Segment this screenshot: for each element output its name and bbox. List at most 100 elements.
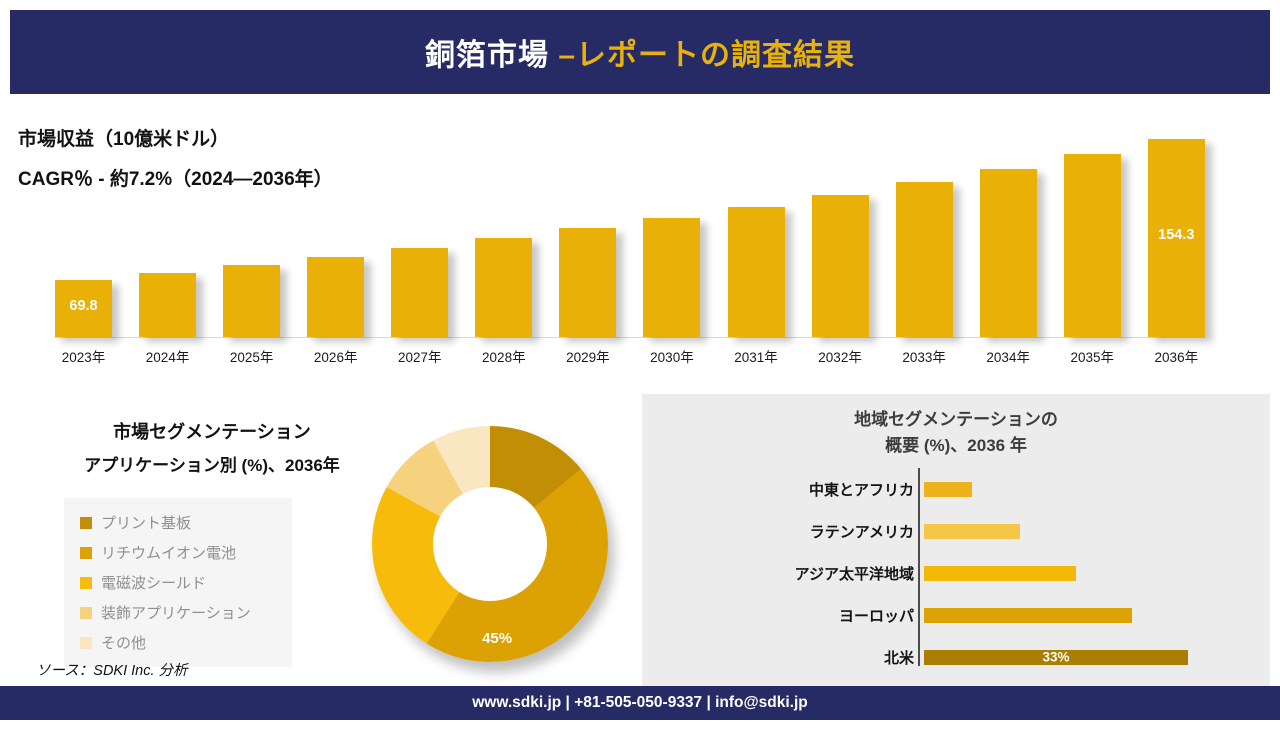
revenue-bar [895,182,953,337]
legend-label: 電磁波シールド [101,575,207,592]
revenue-bar-value-label: 154.3 [1158,227,1195,243]
region-bar-value-label: 33% [1042,649,1070,665]
region-bar [924,607,1132,623]
revenue-bar [979,169,1037,337]
regional-title: 地域セグメンテーションの 概要 (%)、2036 年 [642,394,1270,460]
regional-bars: 中東とアフリカ ラテンアメリカアジア太平洋地域ヨーロッパ北米 33% [662,468,1244,680]
regional-title-line1: 地域セグメンテーションの [854,410,1058,429]
region-row: ラテンアメリカ [662,510,1244,552]
revenue-bar [475,238,533,337]
page-title-main: 銅箔市場 [424,39,549,72]
footer-contact: www.sdki.jp | +81-505-050-9337 | info@sd… [472,694,808,711]
region-bar [924,565,1076,581]
revenue-bar-column: 2034年 [979,137,1037,365]
revenue-bar-year-label: 2034年 [986,350,1030,365]
revenue-bar-year-label: 2031年 [734,350,778,365]
revenue-bar-column: 2025年 [223,137,281,365]
revenue-bar-year-label: 2030年 [650,350,694,365]
revenue-bar-column: 2027年 [391,137,449,365]
revenue-bar: 154.3 [1147,139,1205,337]
revenue-bar-column: 2030年 [643,137,701,365]
segmentation-legend: プリント基板リチウムイオン電池 電磁波シールド装飾アプリケーション その他 [64,498,292,667]
revenue-bars: 69.8 2023年 2024年 2025年 2026年 2027年 2028年 2029年 2… [55,137,1205,365]
revenue-cagr-label: CAGR％ - 約7.2%（2024―2036年） [18,169,333,190]
regional-panel: 地域セグメンテーションの 概要 (%)、2036 年 中東とアフリカ ラテンアメリ… [642,394,1270,686]
revenue-bar-year-label: 2023年 [61,350,106,365]
source-note: ソース：SDKI Inc. 分析 [36,663,188,679]
revenue-bar-column: 2032年 [811,137,869,365]
segmentation-panel: 市場セグメンテーション アプリケーション別 (%)、2036年 プリント基板リチ… [0,394,642,686]
revenue-bar-column: 2031年 [727,137,785,365]
legend-swatch-icon [80,546,92,559]
donut-value-label: 45% [482,630,513,647]
revenue-bar [1063,154,1121,337]
revenue-bar-year-label: 2029年 [566,350,610,365]
revenue-bar-column: 2028年 [475,137,533,365]
revenue-bar [391,248,449,337]
revenue-bar-year-label: 2032年 [818,350,862,365]
region-row: アジア太平洋地域 [662,552,1244,594]
revenue-bar-column: 69.8 2023年 [55,137,112,365]
segmentation-title: 市場セグメンテーション [113,422,311,442]
revenue-bar-year-label: 2033年 [902,350,946,365]
region-label: ヨーロッパ [838,607,914,625]
legend-item: プリント基板 [80,512,276,533]
infographic-page: 銅箔市場 –レポートの調査結果 市場収益（10億米ドル） CAGR％ - 約7.… [0,10,1280,720]
region-bar [924,523,1020,539]
revenue-bar-column: 2029年 [559,137,617,365]
revenue-bar [727,207,785,337]
bottom-section: 市場セグメンテーション アプリケーション別 (%)、2036年 プリント基板リチ… [0,394,1280,686]
revenue-bar: 69.8 [55,280,112,337]
region-label: 中東とアフリカ [808,481,914,499]
revenue-bar-column: 2026年 [307,137,365,365]
legend-label: リチウムイオン電池 [101,545,237,562]
legend-swatch-icon [80,636,92,649]
header-banner: 銅箔市場 –レポートの調査結果 [10,10,1270,94]
region-row: 北米 33% [662,636,1244,678]
legend-item: リチウムイオン電池 [80,542,276,563]
legend-item: その他 [80,632,276,653]
revenue-bar-year-label: 2026年 [313,350,358,365]
regional-title-line2: 概要 (%)、2036 年 [885,436,1027,456]
legend-label: その他 [101,635,147,652]
segmentation-subtitle: アプリケーション別 (%)、2036年 [84,456,340,475]
region-label: ラテンアメリカ [809,523,914,541]
revenue-bar [559,228,617,337]
donut-hole [433,487,547,601]
revenue-bar-column: 154.3 2036年 [1147,137,1205,365]
region-label: アジア太平洋地域 [794,565,914,583]
revenue-bar-column: 2033年 [895,137,953,365]
region-bar: 33% [924,649,1188,665]
revenue-bar-year-label: 2027年 [397,350,442,365]
revenue-bar-year-label: 2025年 [229,350,274,365]
legend-swatch-icon [80,606,92,619]
legend-item: 装飾アプリケーション [80,602,276,623]
donut-chart: 45% [372,426,608,662]
region-row: ヨーロッパ [662,594,1244,636]
page-title: 銅箔市場 –レポートの調査結果 [425,30,855,74]
revenue-bar-year-label: 2024年 [145,350,190,365]
revenue-bar-year-label: 2036年 [1154,350,1199,365]
revenue-bar-value-label: 69.8 [69,298,98,314]
legend-label: 装飾アプリケーション [101,605,251,622]
legend-label: プリント基板 [101,515,192,532]
region-row: 中東とアフリカ [662,468,1244,510]
revenue-bar-column: 2035年 [1063,137,1121,365]
revenue-bar [811,195,869,337]
legend-swatch-icon [80,516,92,529]
revenue-chart-section: 市場収益（10億米ドル） CAGR％ - 約7.2%（2024―2036年） 6… [0,94,1280,394]
page-title-accent: –レポートの調査結果 [548,39,856,72]
revenue-bar-column: 2024年 [139,137,197,365]
footer-banner: www.sdki.jp | +81-505-050-9337 | info@sd… [0,686,1280,720]
legend-swatch-icon [80,576,92,589]
revenue-chart-title: 市場収益（10億米ドル） [18,129,230,150]
revenue-bar-year-label: 2028年 [482,350,526,365]
y-axis-line [918,468,920,666]
revenue-bar [139,273,197,337]
revenue-bar [223,265,281,337]
revenue-bar-year-label: 2035年 [1070,350,1115,365]
legend-item: 電磁波シールド [80,572,276,593]
region-label: 北米 [883,649,914,667]
region-bar [924,481,972,497]
revenue-bar [307,257,365,337]
